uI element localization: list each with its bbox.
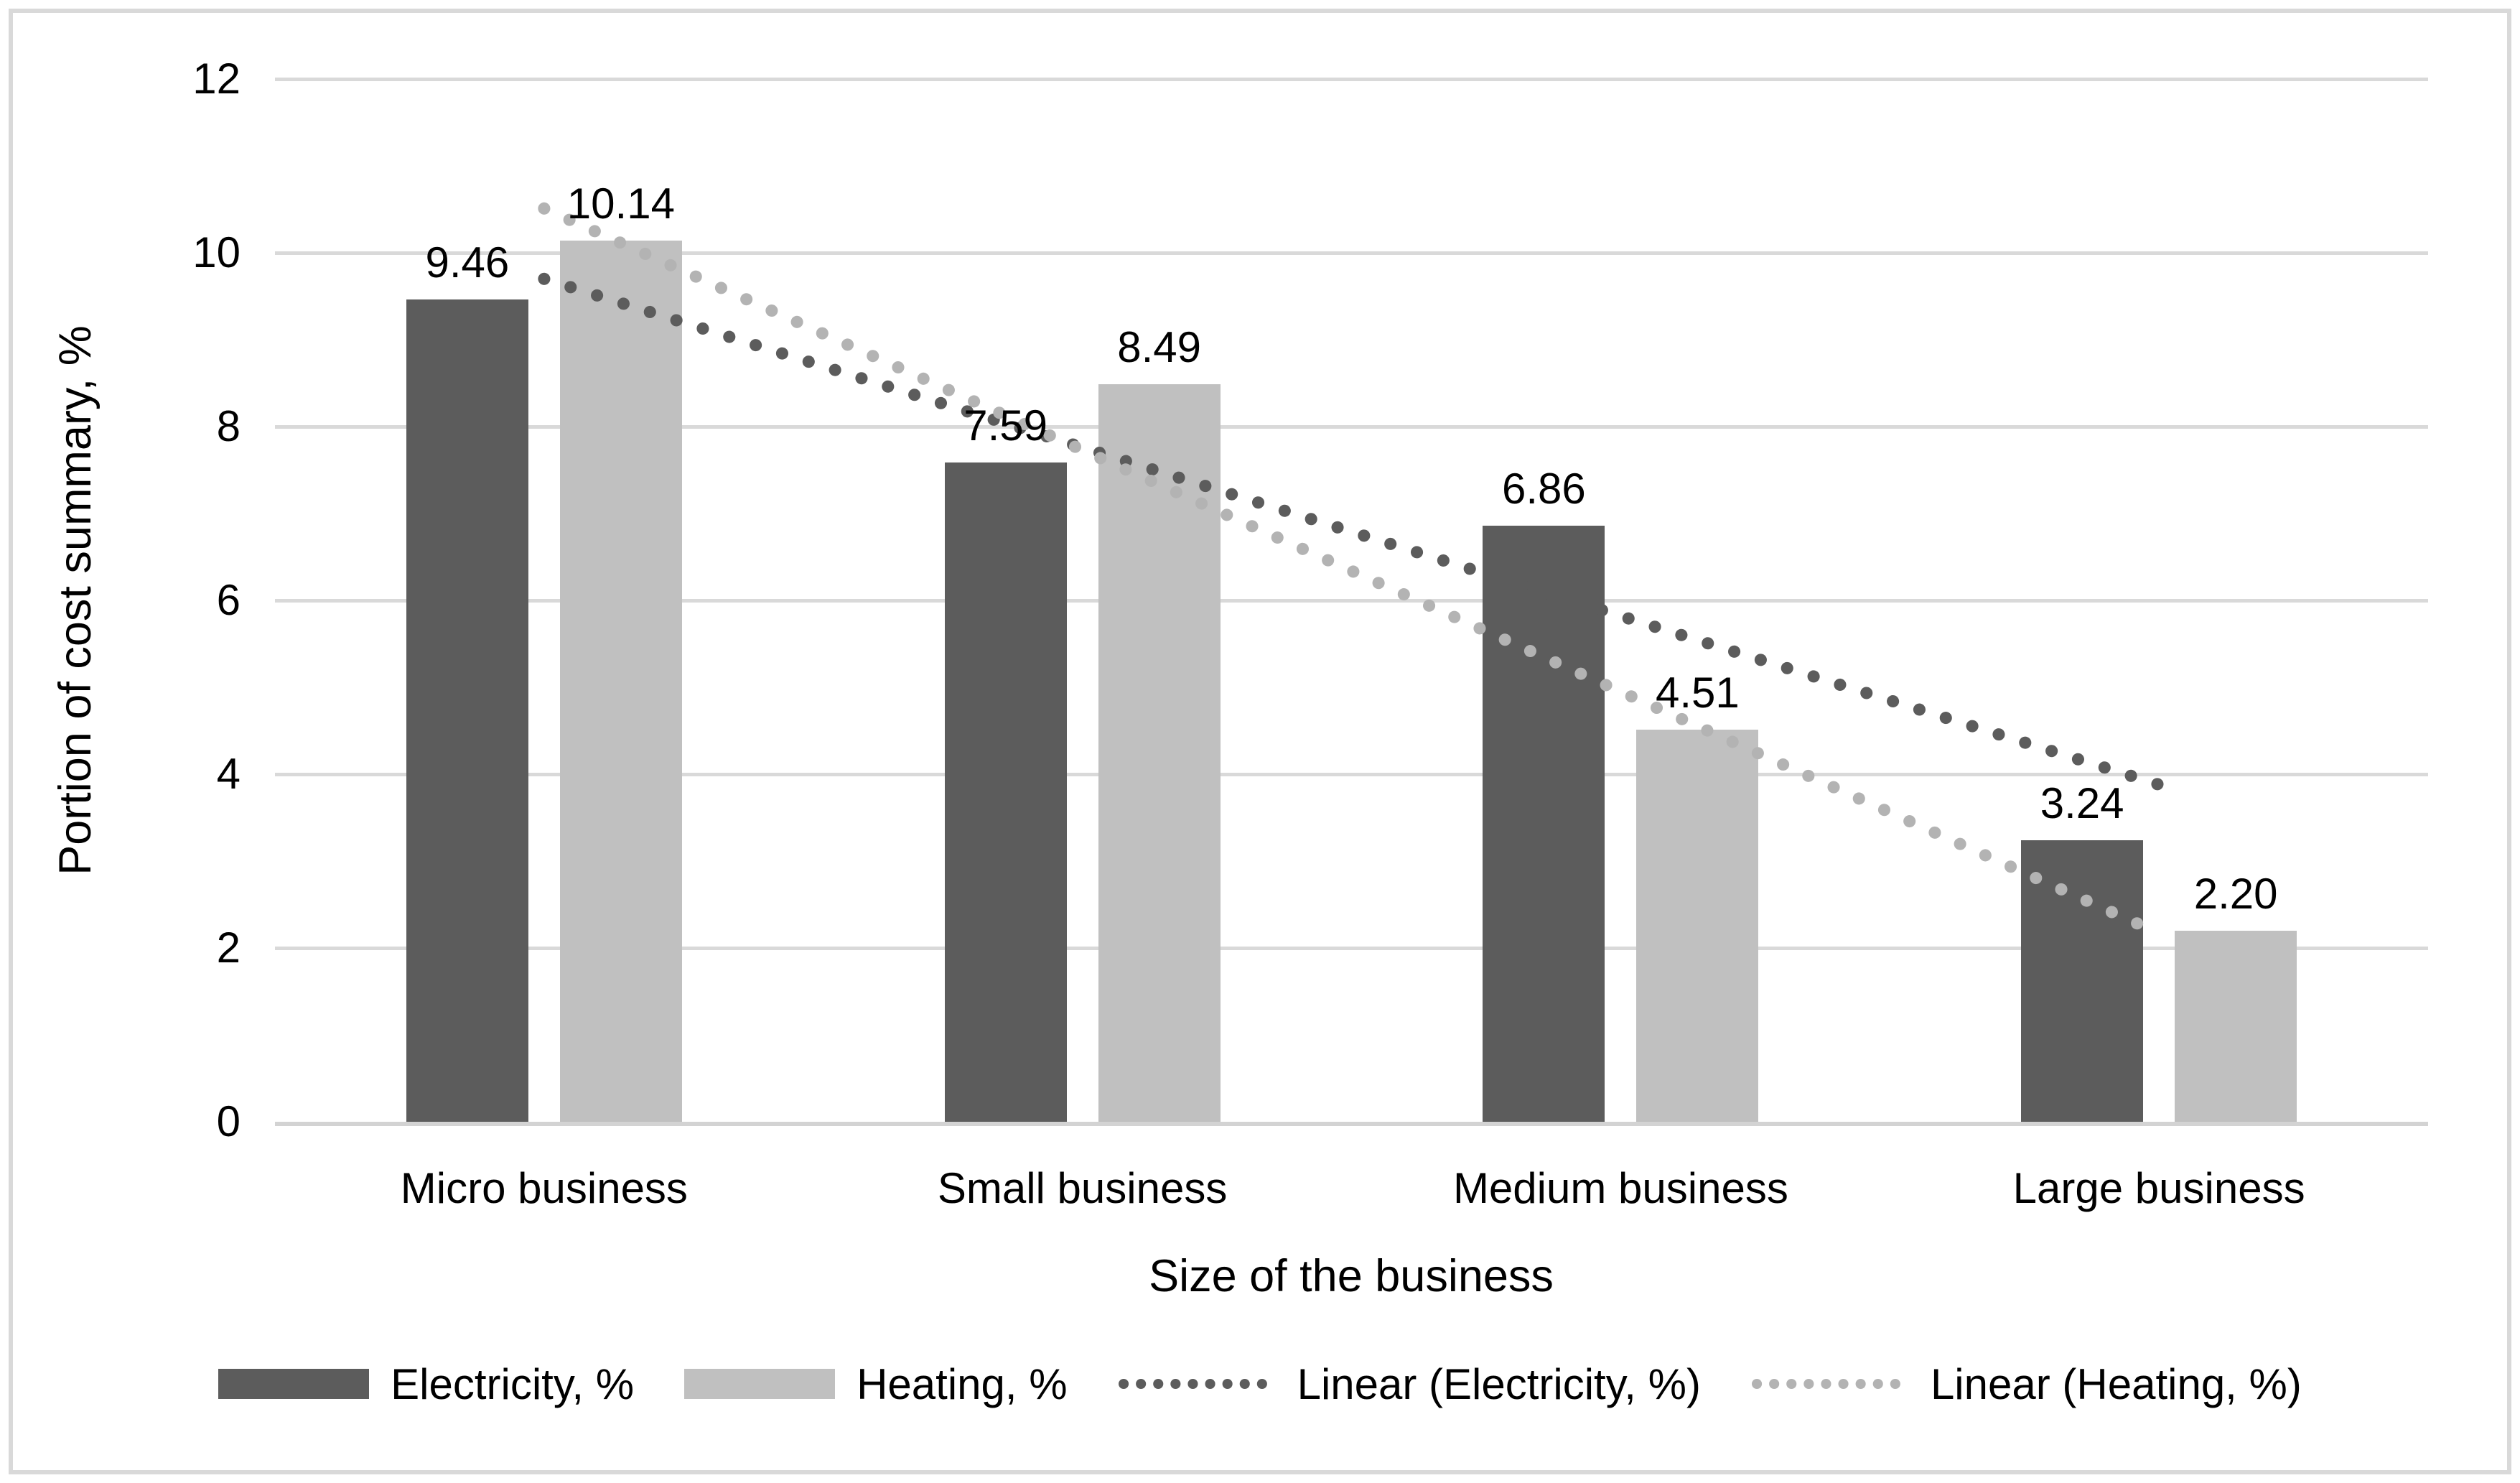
gridline-6	[275, 599, 2428, 603]
legend-item-linear-electricity: Linear (Electricity, %)	[1118, 1359, 1701, 1409]
x-axis-title: Size of the business	[1149, 1251, 1554, 1301]
data-label-heating-micro-business: 10.14	[566, 180, 675, 228]
legend-dotted-swatch-linear-heating	[1751, 1379, 1908, 1389]
y-tick-label-12: 12	[192, 55, 241, 103]
x-tick-label-micro-business: Micro business	[400, 1164, 688, 1212]
data-label-heating-small-business: 8.49	[1117, 322, 1202, 371]
gridline-12	[275, 78, 2428, 81]
chart-border	[9, 9, 2511, 1474]
legend-label-linear-heating: Linear (Heating, %)	[1930, 1359, 2302, 1408]
gridline-4	[275, 773, 2428, 776]
x-tick-label-medium-business: Medium business	[1452, 1164, 1788, 1212]
x-axis-line	[275, 1122, 2428, 1126]
y-tick-label-4: 4	[216, 750, 241, 798]
x-tick-label-small-business: Small business	[937, 1164, 1228, 1212]
x-tick-label-large-business: Large business	[2012, 1164, 2305, 1212]
y-axis-title: Portion of cost summary, %	[50, 325, 101, 875]
legend-swatch-heating	[684, 1369, 836, 1399]
trendline-linear-electricity	[538, 272, 2165, 791]
bar-electricity-medium-business	[1483, 525, 1605, 1122]
legend-item-linear-heating: Linear (Heating, %)	[1751, 1359, 2302, 1409]
data-label-electricity-micro-business: 9.46	[425, 238, 510, 287]
legend-swatch-electricity	[218, 1369, 370, 1399]
data-label-heating-medium-business: 4.51	[1655, 669, 1740, 717]
y-tick-label-8: 8	[216, 402, 241, 450]
chart-legend: Electricity, % Heating, % Linear (Electric…	[0, 1348, 2520, 1420]
legend-item-electricity: Electricity, %	[218, 1359, 634, 1409]
bar-heating-large-business	[2175, 930, 2297, 1122]
gridline-8	[275, 425, 2428, 429]
y-tick-label-0: 0	[216, 1097, 241, 1145]
legend-item-heating: Heating, %	[684, 1359, 1068, 1409]
bar-electricity-micro-business	[406, 299, 528, 1122]
data-label-electricity-large-business: 3.24	[2040, 778, 2124, 827]
y-tick-label-2: 2	[216, 924, 241, 972]
legend-label-electricity: Electricity, %	[391, 1359, 635, 1408]
legend-label-heating: Heating, %	[857, 1359, 1068, 1408]
bar-heating-micro-business	[559, 241, 682, 1122]
bar-electricity-small-business	[944, 462, 1067, 1122]
bar-electricity-large-business	[2021, 840, 2144, 1122]
data-label-heating-large-business: 2.20	[2193, 869, 2278, 918]
bar-heating-medium-business	[1636, 730, 1759, 1122]
legend-dotted-swatch-linear-electricity	[1118, 1379, 1275, 1389]
legend-label-linear-electricity: Linear (Electricity, %)	[1297, 1359, 1701, 1408]
y-tick-label-10: 10	[192, 228, 241, 276]
gridline-10	[275, 251, 2428, 255]
y-tick-label-6: 6	[216, 576, 241, 624]
data-label-electricity-medium-business: 6.86	[1501, 464, 1586, 513]
data-label-electricity-small-business: 7.59	[963, 401, 1048, 450]
trendline-linear-heating	[538, 202, 2165, 939]
gridline-2	[275, 947, 2428, 950]
